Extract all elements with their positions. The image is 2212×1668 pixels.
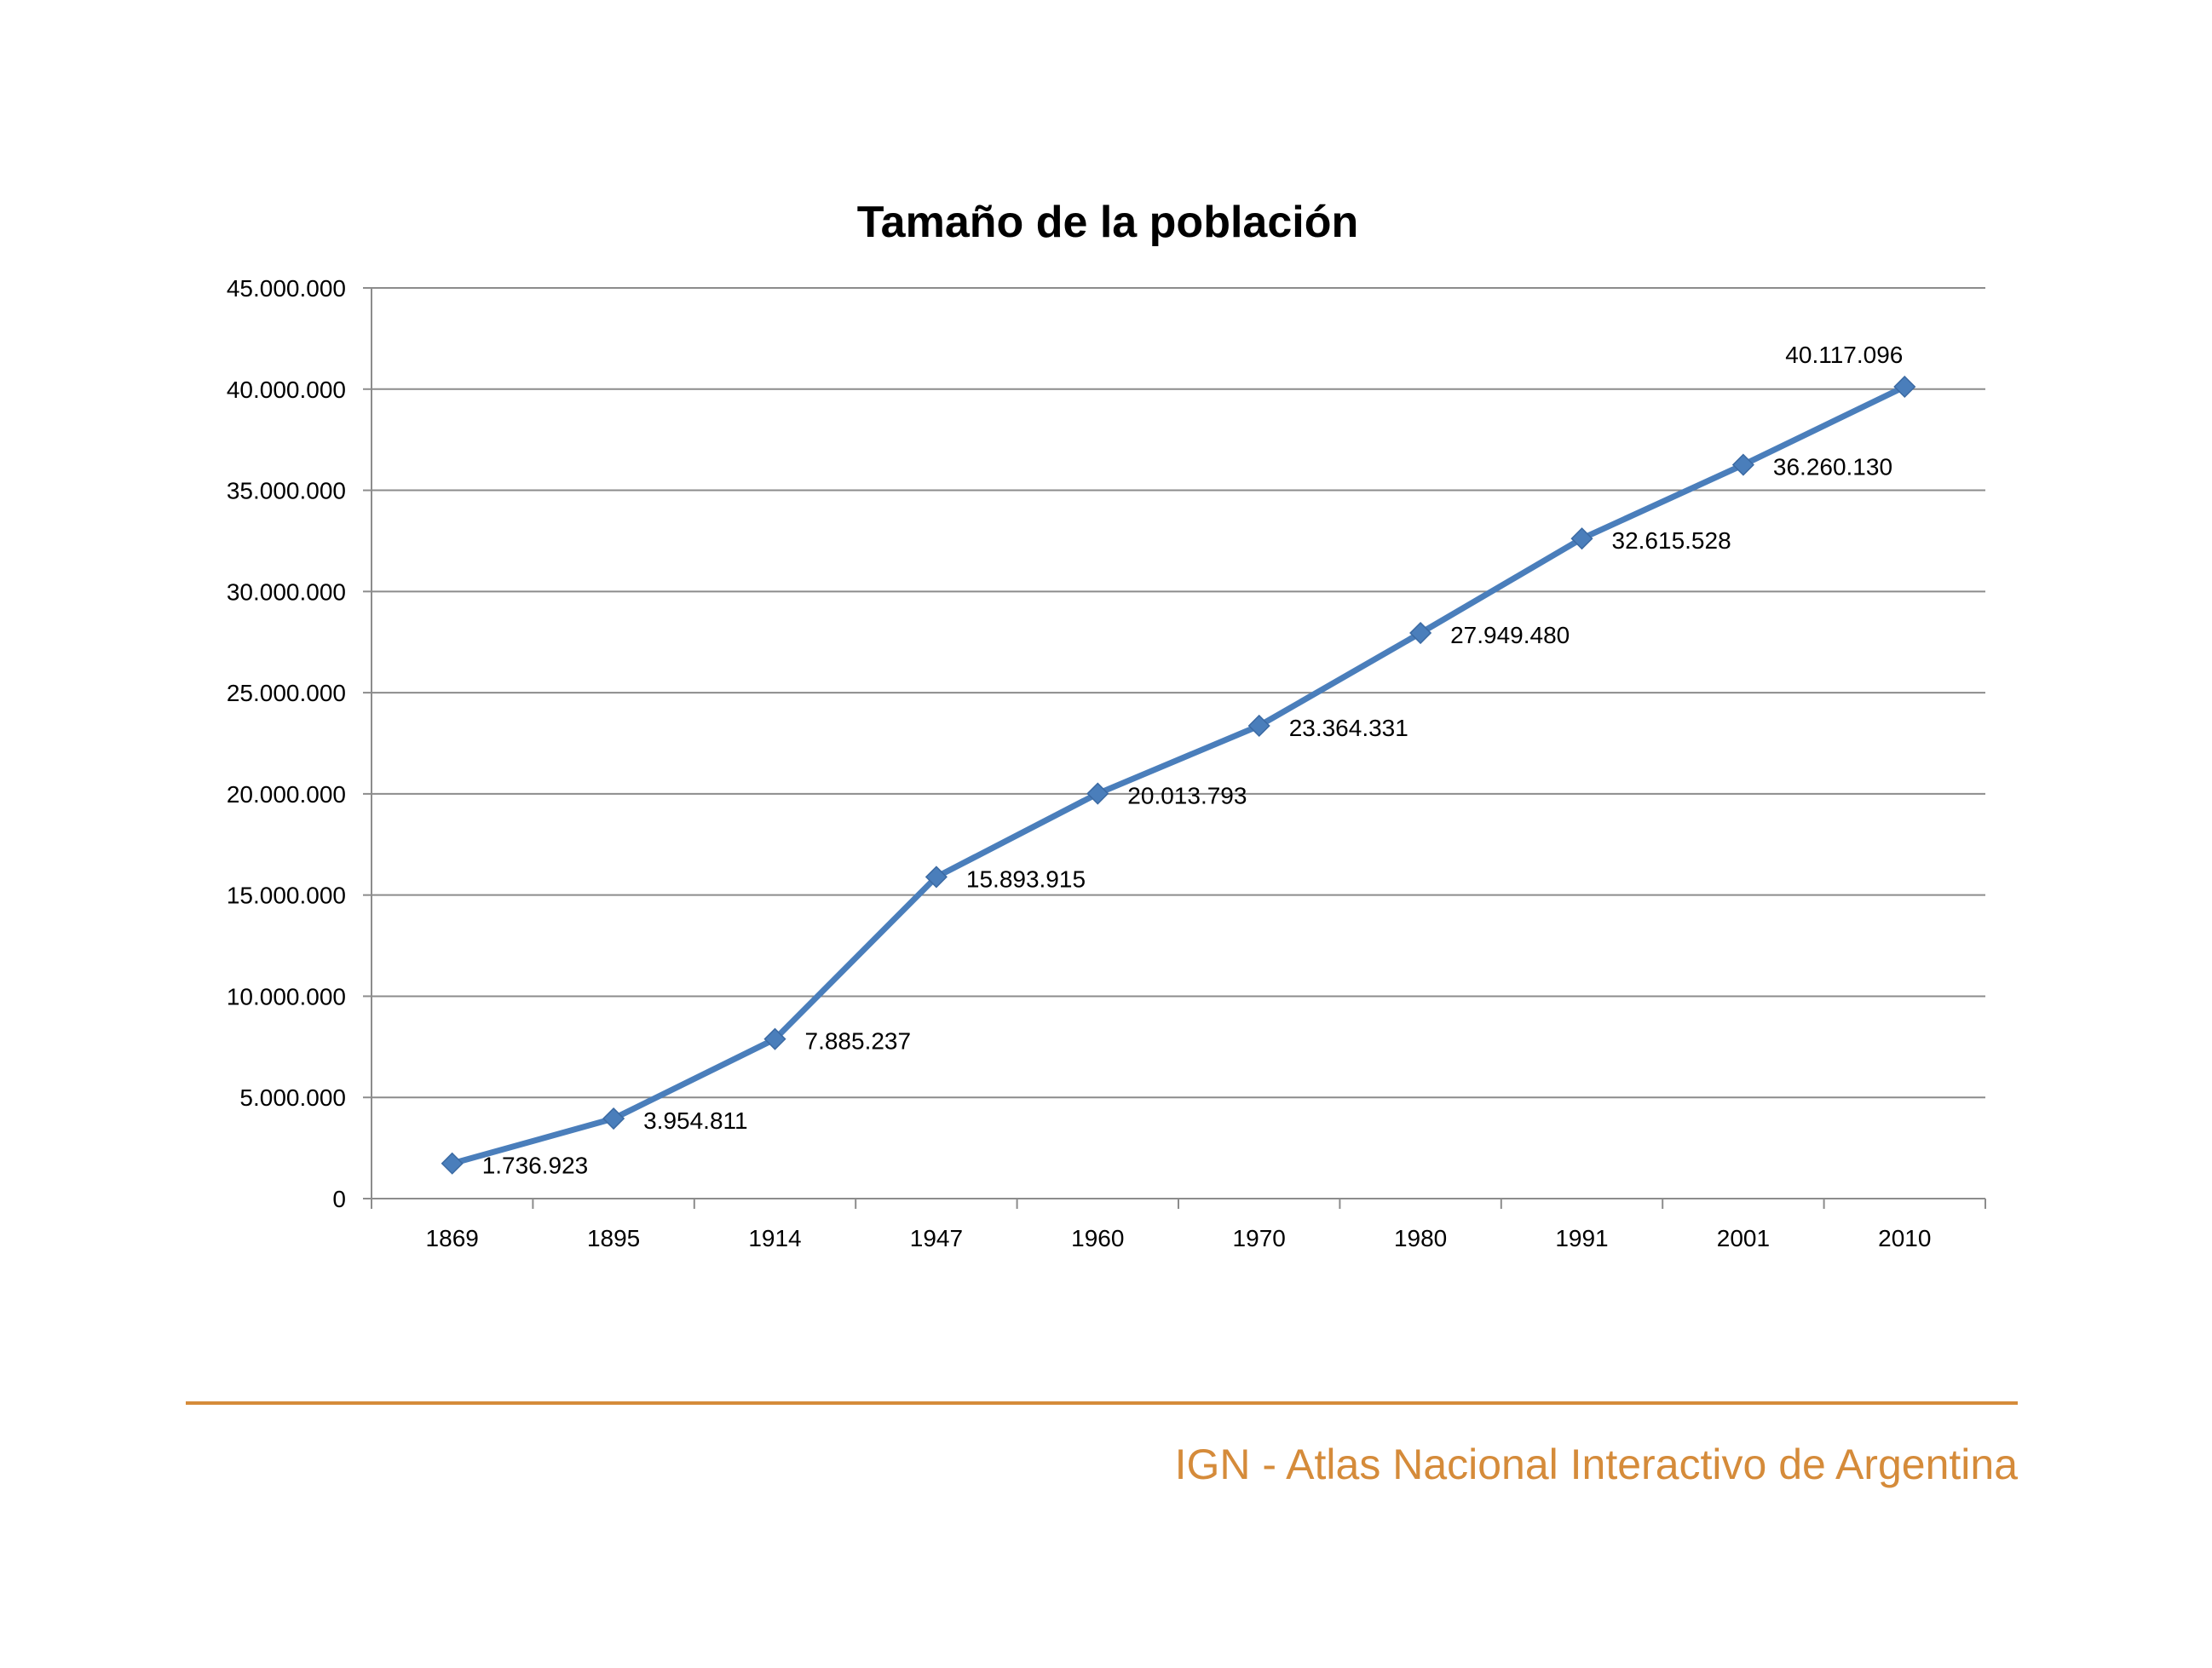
data-point-marker [1247, 714, 1270, 738]
data-label: 3.954.811 [643, 1107, 748, 1134]
x-tick-label: 1991 [1555, 1225, 1608, 1251]
footer-credit: IGN - Atlas Nacional Interactivo de Arge… [1174, 1441, 2018, 1488]
footer-divider [186, 1401, 2018, 1405]
y-tick-label: 40.000.000 [227, 377, 346, 403]
y-tick-label: 25.000.000 [227, 680, 346, 706]
x-tick-label: 1895 [587, 1225, 640, 1251]
y-tick-label: 10.000.000 [227, 983, 346, 1009]
axes [363, 287, 1986, 1209]
y-tick-label: 35.000.000 [227, 478, 346, 504]
data-markers [441, 375, 1916, 1175]
x-tick-label: 1980 [1394, 1225, 1447, 1251]
data-label: 20.013.793 [1127, 783, 1247, 809]
x-tick-labels: 1869 1895 1914 1947 1960 1970 1980 1991 2001 2010 [426, 1225, 1932, 1251]
data-point-marker [1893, 375, 1916, 399]
data-label: 27.949.480 [1450, 622, 1570, 648]
y-tick-label: 30.000.000 [227, 578, 346, 605]
y-tick-labels: 0 5.000.000 10.000.000 15.000.000 20.000.000… [227, 275, 346, 1212]
data-point-marker [602, 1107, 625, 1130]
x-tick-label: 1960 [1071, 1225, 1124, 1251]
data-label: 32.615.528 [1612, 527, 1731, 554]
data-point-marker [763, 1027, 786, 1050]
x-tick-label: 1869 [426, 1225, 479, 1251]
series-line-path [451, 383, 1906, 1167]
data-label: 36.260.130 [1773, 454, 1892, 480]
x-tick-label: 2001 [1717, 1225, 1770, 1251]
x-tick-label: 1947 [910, 1225, 963, 1251]
data-label: 1.736.923 [482, 1153, 589, 1179]
x-tick-label: 1914 [748, 1225, 801, 1251]
y-tick-label: 5.000.000 [239, 1084, 346, 1111]
x-tick-label: 2010 [1878, 1225, 1931, 1251]
data-point-marker [441, 1152, 464, 1175]
data-point-marker [1409, 621, 1432, 645]
data-label: 23.364.331 [1289, 715, 1408, 741]
data-point-marker [1086, 782, 1109, 805]
data-label: 40.117.096 [1785, 342, 1903, 368]
x-tick-label: 1970 [1233, 1225, 1286, 1251]
data-point-marker [1570, 527, 1593, 550]
grid-lines [372, 287, 1985, 1099]
y-tick-label: 15.000.000 [227, 883, 346, 909]
data-point-marker [1731, 453, 1754, 476]
data-label: 7.885.237 [805, 1028, 912, 1055]
series-line [451, 383, 1906, 1167]
y-tick-label: 45.000.000 [227, 275, 346, 302]
data-labels: 1.736.923 3.954.811 7.885.237 15.893.915 20.… [482, 342, 1904, 1179]
chart-title: Tamaño de la población [857, 198, 1358, 247]
data-label: 15.893.915 [966, 866, 1086, 892]
y-tick-label: 0 [332, 1186, 346, 1212]
y-tick-label: 20.000.000 [227, 781, 346, 808]
data-point-marker [925, 866, 948, 889]
